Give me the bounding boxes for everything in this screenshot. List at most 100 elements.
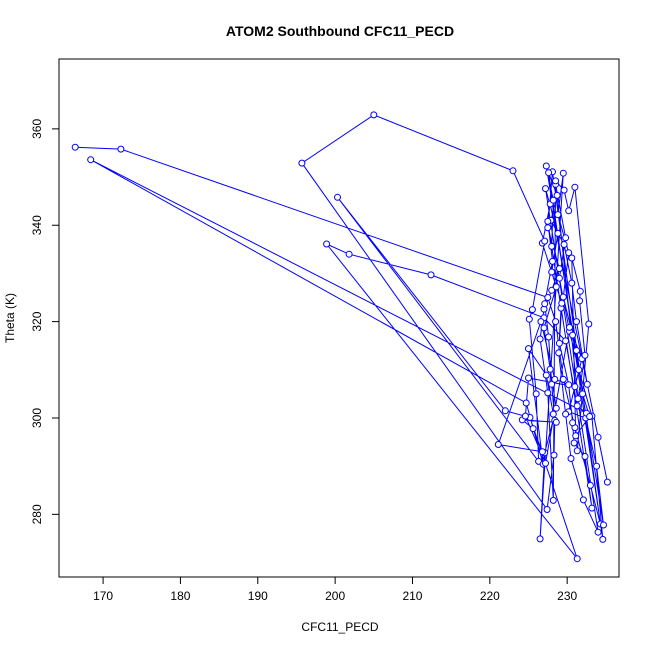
data-point <box>525 345 532 353</box>
data-point <box>565 249 573 257</box>
data-point <box>552 318 560 326</box>
data-point <box>573 347 580 354</box>
data-point <box>565 381 573 389</box>
x-tick-label: 170 <box>93 589 113 603</box>
data-point <box>538 448 546 456</box>
data-point <box>542 459 549 467</box>
x-tick-label: 190 <box>248 589 268 603</box>
data-point <box>571 383 579 391</box>
data-point <box>586 413 594 420</box>
data-point <box>551 375 559 383</box>
data-point <box>345 250 353 258</box>
data-point <box>562 410 570 418</box>
data-point <box>542 185 549 193</box>
data-point <box>562 337 570 345</box>
data-point <box>370 111 378 119</box>
x-tick-label: 220 <box>480 589 500 603</box>
data-point <box>567 455 575 462</box>
data-point <box>298 159 306 167</box>
data-point <box>583 380 591 388</box>
data-point <box>599 535 607 543</box>
data-point <box>586 481 594 489</box>
series-line <box>75 114 608 560</box>
y-tick-label: 360 <box>30 119 44 139</box>
data-point <box>559 293 567 301</box>
data-point <box>501 407 509 415</box>
data-point <box>548 380 556 388</box>
y-tick-label: 320 <box>30 311 44 331</box>
x-axis: 170 180 190 200 210 220 230 <box>93 576 578 603</box>
x-axis-label: CFC11_PECD <box>301 620 378 634</box>
data-point <box>573 318 580 326</box>
data-point <box>555 339 563 347</box>
data-point <box>87 156 95 164</box>
data-point <box>494 441 502 448</box>
data-point <box>427 271 435 279</box>
data-point <box>545 169 553 177</box>
data-point <box>549 257 556 265</box>
data-point <box>570 439 578 447</box>
x-tick-label: 210 <box>402 589 422 603</box>
data-point <box>555 274 563 282</box>
data-point <box>549 496 557 504</box>
data-point <box>573 402 581 410</box>
data-point <box>574 395 582 403</box>
data-point <box>544 224 552 232</box>
y-tick-label: 300 <box>30 408 44 428</box>
data-point <box>569 419 577 427</box>
data-point <box>593 462 601 470</box>
data-point <box>559 375 567 383</box>
data-point <box>542 371 550 379</box>
data-point <box>546 365 554 373</box>
data-point <box>509 167 517 175</box>
data-point <box>573 555 581 563</box>
data-point <box>532 390 540 398</box>
data-point <box>323 240 331 248</box>
data-point <box>537 318 545 326</box>
data-point <box>548 242 556 250</box>
data-point <box>334 193 341 201</box>
data-point <box>71 143 79 151</box>
data-point <box>575 366 583 374</box>
data-point <box>536 335 544 343</box>
data-point <box>536 535 544 543</box>
data-point <box>543 506 551 513</box>
data-point <box>576 287 584 295</box>
data-point <box>541 237 549 245</box>
data-point <box>552 283 560 291</box>
data-point <box>554 229 562 237</box>
data-point <box>568 279 576 287</box>
data-point <box>573 447 581 455</box>
data-point <box>555 265 563 273</box>
data-point <box>550 451 558 459</box>
data-point <box>544 294 552 301</box>
y-axis: 280 300 320 340 360 <box>30 119 60 524</box>
data-point <box>555 349 563 357</box>
data-point <box>569 331 577 339</box>
data-point <box>549 410 557 418</box>
data-point <box>540 324 548 332</box>
data-point <box>565 207 573 215</box>
data-point <box>579 390 587 398</box>
x-tick-label: 230 <box>557 589 577 603</box>
data-point <box>552 177 560 185</box>
data-point <box>541 300 549 308</box>
data-point <box>548 268 556 276</box>
data-point <box>594 528 602 536</box>
data-point <box>554 211 562 219</box>
data-point <box>588 504 596 512</box>
data-point <box>571 183 579 191</box>
data-point <box>559 169 567 177</box>
data-point <box>603 478 611 486</box>
y-axis-label: Theta (K) <box>3 293 17 343</box>
data-point <box>552 404 560 412</box>
plot-frame <box>58 58 620 578</box>
data-point <box>572 432 580 440</box>
data-point <box>568 254 576 262</box>
data-point <box>548 286 556 294</box>
data-point <box>525 374 532 382</box>
data-point <box>544 389 552 397</box>
data-point <box>576 297 584 305</box>
